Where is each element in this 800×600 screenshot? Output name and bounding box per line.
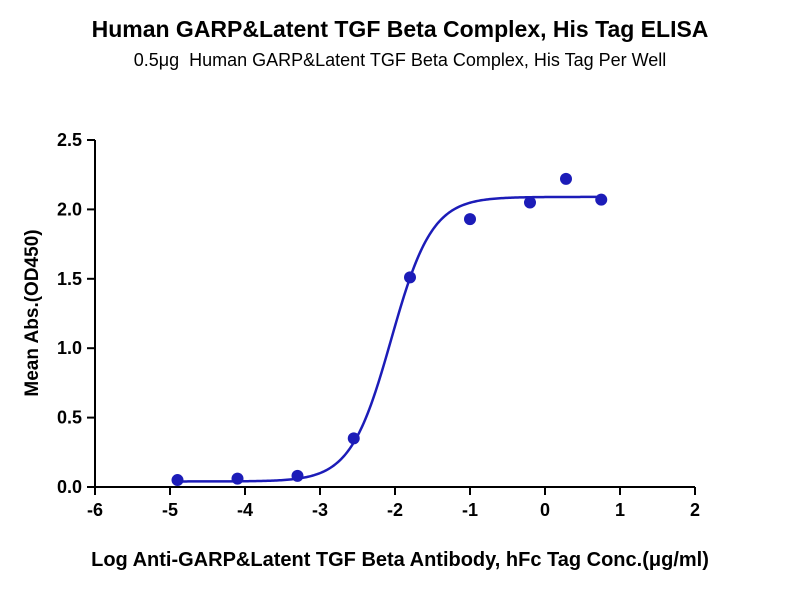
y-tick-label: 0.5 [57, 408, 82, 428]
x-axis-label: Log Anti-GARP&Latent TGF Beta Antibody, … [91, 549, 709, 571]
x-tick-label: -1 [462, 500, 478, 520]
data-point [464, 213, 476, 226]
x-tick-label: -6 [87, 500, 103, 520]
fit-curve [176, 195, 605, 483]
x-tick-label: -4 [237, 500, 253, 520]
chart-subtitle: 0.5μg Human GARP&Latent TGF Beta Complex… [133, 50, 667, 70]
data-point [595, 193, 608, 206]
data-point [291, 469, 304, 482]
data-point [171, 474, 184, 487]
x-tick-label: 2 [690, 500, 700, 520]
y-tick-label: 2.5 [57, 130, 82, 150]
data-point [404, 271, 416, 284]
x-tick-label: -3 [312, 500, 328, 520]
x-tick-label: -2 [387, 500, 403, 520]
x-tick-label: 1 [615, 500, 625, 520]
y-tick-label: 1.5 [57, 269, 82, 289]
y-tick-label: 0.0 [57, 477, 82, 497]
data-point [560, 172, 572, 185]
data-point [231, 472, 244, 485]
y-tick-label: 2.0 [57, 199, 82, 219]
y-tick-label: 1.0 [57, 338, 82, 358]
x-tick-label: 0 [540, 500, 550, 520]
data-point [347, 432, 360, 445]
x-tick-label: -5 [162, 500, 178, 520]
data-point [524, 196, 536, 209]
chart-title: Human GARP&Latent TGF Beta Complex, His … [91, 16, 709, 42]
